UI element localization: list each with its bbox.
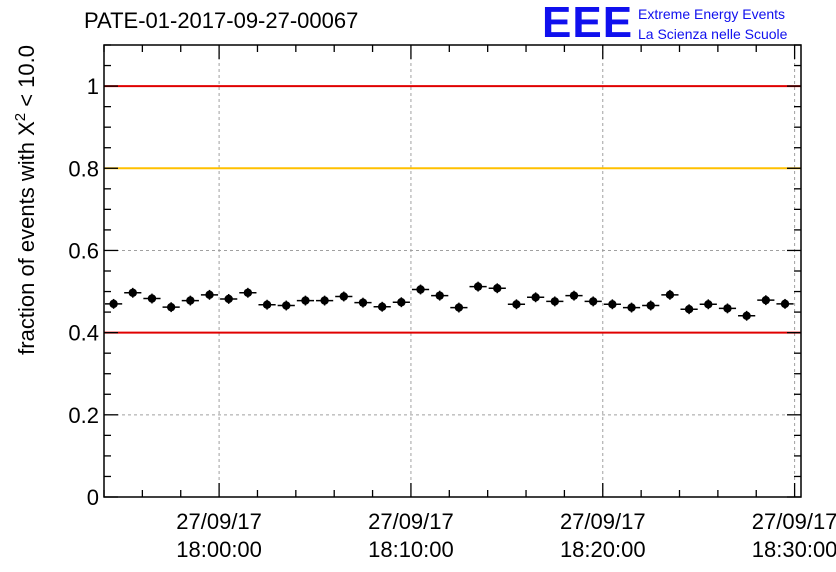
marker: [166, 302, 176, 312]
marker: [320, 296, 329, 305]
logo-mark: EEE: [542, 0, 634, 47]
y-tick-label: 1: [87, 74, 99, 99]
marker: [473, 282, 483, 291]
data-point: [335, 291, 353, 302]
marker: [454, 303, 464, 312]
x-tick-time-label: 18:10:00: [368, 537, 454, 562]
x-tick-time-label: 18:30:00: [752, 537, 836, 562]
marker: [435, 291, 444, 300]
marker: [493, 284, 502, 293]
data-point: [258, 299, 276, 310]
marker: [147, 294, 157, 303]
data-point: [507, 299, 526, 310]
x-tick-date-label: 27/09/17: [752, 509, 836, 534]
data-point: [200, 289, 219, 300]
logo-line-1: Extreme Energy Events: [638, 6, 786, 22]
plot-frame: [103, 44, 802, 498]
marker: [205, 290, 214, 300]
data-point: [565, 290, 583, 301]
marker: [780, 299, 790, 309]
data-point: [622, 302, 641, 313]
marker: [704, 300, 713, 309]
data-point: [642, 300, 660, 311]
marker: [569, 291, 579, 300]
data-point: [105, 298, 123, 309]
data-point: [776, 298, 794, 309]
data-point: [296, 295, 315, 306]
marker: [531, 293, 540, 302]
y-tick-label: 0.4: [68, 321, 99, 346]
data-point: [354, 297, 372, 308]
data-point: [699, 299, 717, 310]
marker: [627, 303, 636, 312]
y-tick-label: 0.2: [68, 403, 99, 428]
marker: [224, 294, 233, 304]
marker: [377, 302, 387, 311]
marker: [358, 298, 368, 307]
x-tick-time-label: 18:20:00: [560, 537, 646, 562]
data-point: [124, 287, 142, 298]
data-point: [488, 283, 506, 294]
marker: [665, 290, 675, 300]
marker: [339, 292, 348, 301]
data-point: [392, 297, 410, 308]
marker: [742, 311, 751, 320]
marker: [416, 285, 425, 294]
x-tick-date-label: 27/09/17: [176, 509, 262, 534]
marker: [512, 300, 521, 309]
data-point: [661, 289, 679, 300]
marker: [186, 296, 195, 305]
marker: [109, 299, 118, 309]
data-point: [162, 302, 180, 313]
y-axis-label: fraction of events with X2 < 10.0: [12, 45, 39, 355]
data-point: [373, 301, 391, 312]
data-point: [738, 310, 756, 321]
marker: [397, 298, 406, 307]
y-tick-label: 0: [87, 485, 99, 510]
y-tick-label: 0.8: [68, 156, 99, 181]
marker: [608, 300, 617, 309]
chart-title: PATE-01-2017-09-27-00067: [84, 8, 359, 33]
marker: [301, 296, 310, 305]
data-point: [316, 295, 334, 306]
data-point: [757, 295, 775, 306]
marker: [588, 297, 598, 306]
marker: [761, 295, 771, 305]
data-point: [277, 300, 295, 311]
data-point: [411, 284, 430, 295]
marker: [128, 288, 137, 297]
marker: [550, 297, 560, 306]
marker: [684, 305, 694, 314]
y-tick-label: 0.6: [68, 238, 99, 263]
data-point: [181, 295, 199, 306]
data-point: [584, 296, 602, 307]
x-tick-time-label: 18:00:00: [176, 537, 262, 562]
x-tick-date-label: 27/09/17: [368, 509, 454, 534]
marker: [243, 288, 253, 297]
logo-line-2: La Scienza nelle Scuole: [638, 26, 788, 42]
data-point: [431, 290, 449, 301]
marker: [646, 301, 655, 310]
data-point: [143, 293, 161, 304]
data-point: [603, 299, 621, 310]
x-tick-date-label: 27/09/17: [560, 509, 646, 534]
data-point: [718, 303, 737, 314]
data-point: [527, 292, 545, 303]
marker: [723, 304, 732, 313]
data-point: [546, 296, 564, 307]
data-point: [239, 287, 257, 298]
data-point: [220, 294, 238, 304]
data-point: [680, 304, 698, 315]
marker: [282, 301, 291, 310]
data-point: [450, 302, 468, 313]
marker: [262, 300, 272, 309]
data-point: [469, 281, 487, 292]
